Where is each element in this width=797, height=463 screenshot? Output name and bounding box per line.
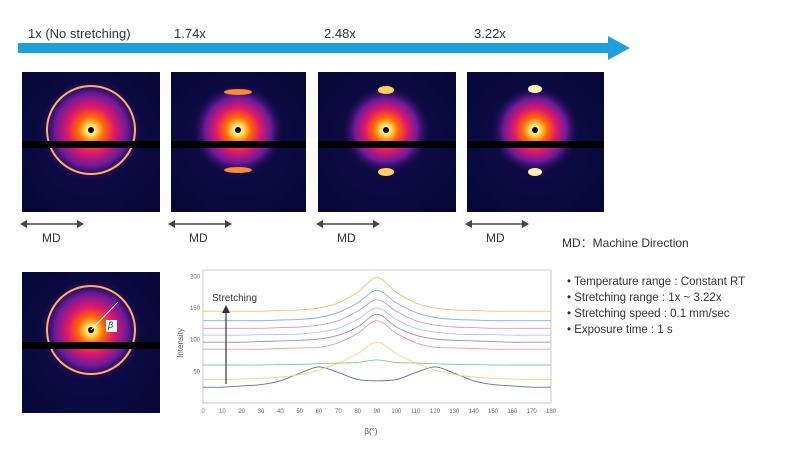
diffraction-image-3-22x <box>467 72 604 212</box>
info-stretch-range: • Stretching range : 1x ~ 3.22x <box>567 292 722 304</box>
diffraction-image-beta: β <box>22 272 160 413</box>
series-line-s6 <box>203 307 551 336</box>
x-tick-label: 90 <box>374 409 381 415</box>
x-tick-label: 30 <box>258 409 265 415</box>
x-tick-label: 10 <box>219 409 226 415</box>
intensity-chart: 0 10 20 30 40 50 60 70 80 90 100 110 120 130 140 150 160… <box>176 269 557 436</box>
series-line-1x <box>202 366 552 388</box>
x-tick-label: 40 <box>277 409 284 415</box>
x-tick-label: 70 <box>335 409 342 415</box>
diffraction-image-1x <box>22 72 160 212</box>
md-legend: MD：Machine Direction <box>562 236 689 250</box>
y-tick-label: 150 <box>190 306 201 312</box>
info-stretch-speed: • Stretching speed : 0.1 mm/sec <box>567 308 730 320</box>
md-arrow-3 <box>316 220 380 228</box>
y-axis-label: Intensity <box>176 328 185 358</box>
x-tick-label: 180 <box>546 409 557 415</box>
series-line-s2 <box>202 341 552 381</box>
x-axis-label: β(°) <box>364 427 377 436</box>
stretch-label-1-74x: 1.74x <box>174 26 206 41</box>
x-tick-label: 160 <box>507 409 518 415</box>
x-tick-label: 0 <box>201 409 205 415</box>
x-tick-label: 140 <box>469 409 480 415</box>
md-label-2: MD <box>189 231 208 245</box>
x-tick-label: 110 <box>411 409 421 415</box>
y-tick-label: 50 <box>193 369 200 375</box>
x-tick-label: 100 <box>391 409 402 415</box>
series-line-s4 <box>202 320 551 350</box>
md-label-1: MD <box>42 231 61 245</box>
x-tick-label: 50 <box>296 409 303 415</box>
stretch-arrow <box>18 36 630 60</box>
stretch-label-1x: 1x (No stretching) <box>28 26 131 41</box>
x-tick-label: 60 <box>316 409 323 415</box>
x-tick-label: 120 <box>430 409 441 415</box>
x-tick-label: 80 <box>354 409 361 415</box>
x-tick-label: 130 <box>449 409 460 415</box>
stretch-label-2-48x: 2.48x <box>324 26 356 41</box>
stretching-annotation: Stretching <box>212 293 257 304</box>
series-line-s3 <box>202 359 551 366</box>
series-line-s5 <box>203 313 551 343</box>
stretching-arrow <box>222 305 230 384</box>
md-arrow-1 <box>20 220 84 228</box>
y-tick-label: 200 <box>190 274 201 280</box>
x-tick-label: 150 <box>488 409 499 415</box>
y-tick-label: 100 <box>190 338 201 344</box>
info-temperature: • Temperature range : Constant RT <box>567 276 746 288</box>
md-label-4: MD <box>486 231 505 245</box>
diffraction-image-1-74x <box>171 72 306 212</box>
info-exposure: • Exposure time : 1 s <box>567 324 673 336</box>
md-label-3: MD <box>337 231 356 245</box>
diffraction-image-2-48x <box>318 72 456 212</box>
stretch-label-3-22x: 3.22x <box>474 26 506 41</box>
series-line-3-22x <box>202 277 551 312</box>
series-line-s8 <box>203 289 551 322</box>
md-arrow-4 <box>465 220 529 228</box>
beta-marker: β <box>108 320 114 330</box>
series-line-s7 <box>202 299 551 329</box>
x-tick-label: 20 <box>238 409 245 415</box>
x-tick-label: 170 <box>527 409 538 415</box>
info-list: • Temperature range : Constant RT • Stre… <box>567 274 745 338</box>
md-arrow-2 <box>168 220 232 228</box>
plot-area <box>202 269 552 404</box>
